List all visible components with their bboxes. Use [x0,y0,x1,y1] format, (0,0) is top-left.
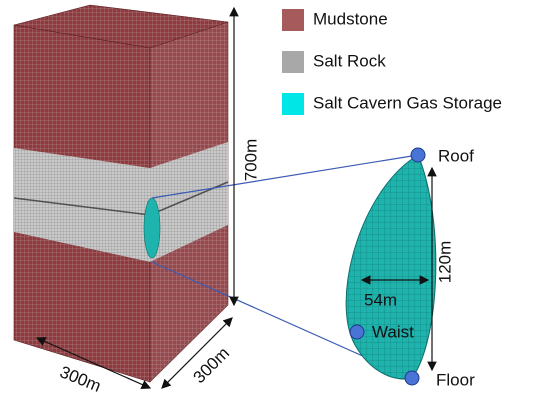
dimension-line [35,337,152,389]
roof-point [410,147,426,163]
cavern [345,154,437,380]
roof-label: Roof [438,146,474,165]
legend-swatch [282,51,304,73]
depth-label: 300m [190,344,234,388]
height-label: 700m [241,139,260,182]
width-label: 300m [57,362,104,396]
cavern-height-label: 120m [435,241,454,284]
legend-swatch [282,93,304,115]
dimension-line [161,317,233,389]
floor-point [404,370,420,386]
waist-point [349,324,365,340]
legend-label: Salt Rock [313,51,386,70]
waist-label: Waist [372,322,414,341]
legend-label: Salt Cavern Gas Storage [313,93,502,112]
connector [151,154,419,199]
model-block [13,4,229,383]
legend-label: Mudstone [313,9,388,28]
floor-label: Floor [436,370,475,389]
legend-swatch [282,9,304,31]
cavern-width-label: 54m [364,290,397,309]
